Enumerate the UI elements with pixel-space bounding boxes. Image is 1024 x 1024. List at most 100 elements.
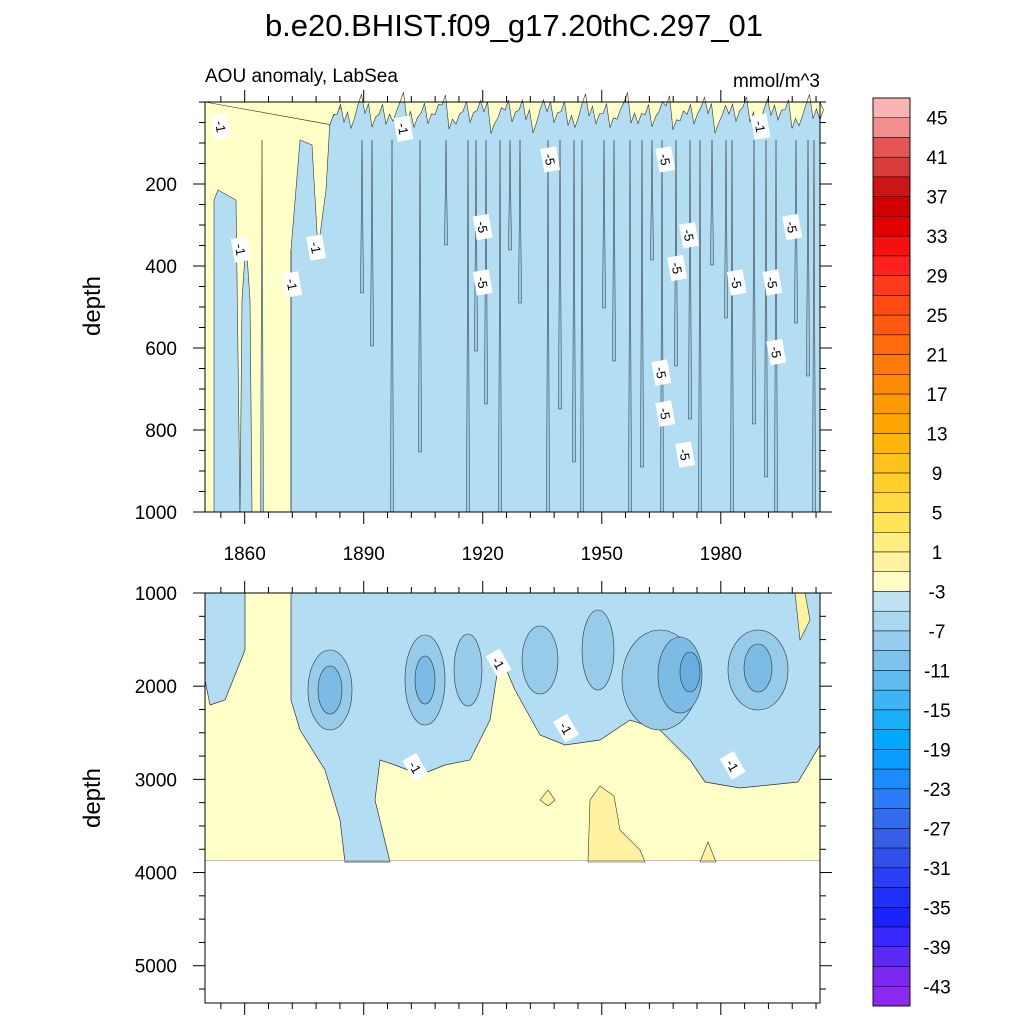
contour-label: -5 bbox=[782, 213, 803, 241]
contour-label: -5 bbox=[472, 269, 493, 296]
colorbar-swatch bbox=[872, 512, 911, 533]
top-contour-streak bbox=[444, 139, 448, 246]
bottom-panel-fill bbox=[204, 592, 821, 863]
svg-text:-5: -5 bbox=[656, 407, 673, 421]
contour-label: -1 bbox=[750, 113, 771, 140]
colorbar-swatch bbox=[872, 689, 911, 711]
y-tick-label: 1000 bbox=[135, 503, 177, 524]
colorbar-swatch bbox=[872, 729, 911, 750]
colorbar-label: 9 bbox=[932, 464, 943, 485]
colorbar-swatch bbox=[872, 749, 911, 770]
colorbar-swatch bbox=[872, 867, 911, 888]
colorbar-swatch bbox=[872, 275, 911, 296]
colorbar-swatch bbox=[872, 670, 911, 691]
colorbar-swatch bbox=[872, 986, 911, 1007]
colorbar-label: -11 bbox=[924, 661, 950, 682]
x-tick-label: 1920 bbox=[462, 544, 504, 565]
colorbar-swatch bbox=[872, 966, 911, 987]
svg-text:-5: -5 bbox=[656, 152, 673, 166]
colorbar-label: 5 bbox=[932, 504, 943, 525]
top-contour-streak bbox=[518, 139, 522, 304]
contour-label: -1 bbox=[210, 113, 231, 140]
y-tick-label: 600 bbox=[145, 339, 177, 360]
colorbar-label: 21 bbox=[926, 346, 947, 367]
chart-title: b.e20.BHIST.f09_g17.20thC.297_01 bbox=[265, 8, 763, 43]
colorbar-swatch bbox=[872, 176, 911, 197]
colorbar-label: 25 bbox=[926, 306, 947, 327]
contour-label: -5 bbox=[655, 146, 676, 173]
contour-label: -5 bbox=[679, 222, 700, 249]
colorbar-swatch bbox=[872, 571, 911, 592]
colorbar: 45 41 37 33 29 25 21 17 13 9 5 1 -3 -7 -11 -15 -19 -23 -27… bbox=[872, 97, 951, 1007]
y-tick-label: 200 bbox=[145, 175, 177, 196]
top-contour-streak bbox=[752, 139, 756, 425]
top-contour-streak bbox=[558, 139, 562, 410]
colorbar-swatch bbox=[872, 610, 911, 632]
colorbar-swatch bbox=[872, 453, 911, 474]
contour-label: -5 bbox=[762, 269, 783, 296]
top-contour-streak bbox=[764, 139, 768, 478]
bottom-panel: -1 -1 -1 -1 1000 2000 3000 4000 5000 depth bbox=[79, 581, 832, 1015]
colorbar-label: -27 bbox=[923, 819, 950, 840]
top-contour-streak bbox=[806, 139, 810, 377]
y-tick-label: 800 bbox=[145, 421, 177, 442]
colorbar-swatch bbox=[872, 472, 911, 494]
colorbar-swatch bbox=[872, 314, 911, 336]
colorbar-swatch bbox=[872, 946, 911, 967]
colorbar-label: -7 bbox=[929, 622, 946, 643]
contour-label: -1 bbox=[230, 236, 251, 263]
contour-label: -5 bbox=[667, 254, 688, 282]
contour-label: -1 bbox=[553, 713, 579, 743]
top-contour-streak bbox=[474, 139, 478, 352]
colorbar-label: 37 bbox=[926, 188, 947, 209]
colorbar-label: 41 bbox=[926, 148, 947, 169]
colorbar-swatch bbox=[872, 532, 911, 553]
top-contour-streak bbox=[650, 139, 654, 261]
bottom-panel-frame bbox=[204, 592, 821, 1004]
y-tick-label: 5000 bbox=[135, 957, 177, 978]
top-ylabel: depth bbox=[79, 276, 106, 336]
colorbar-swatch bbox=[872, 393, 911, 415]
colorbar-label: 33 bbox=[926, 227, 947, 248]
contour-label: -5 bbox=[540, 146, 561, 173]
colorbar-label: -31 bbox=[923, 859, 950, 880]
svg-text:-5: -5 bbox=[764, 275, 781, 289]
colorbar-label: 17 bbox=[926, 385, 947, 406]
svg-text:-5: -5 bbox=[676, 448, 693, 462]
colorbar-label: -15 bbox=[923, 701, 950, 722]
colorbar-swatch bbox=[872, 551, 911, 572]
chart-subtitle-right: mmol/m^3 bbox=[733, 71, 820, 92]
colorbar-swatch bbox=[872, 788, 911, 809]
y-tick-label: 1000 bbox=[135, 584, 177, 605]
top-contour-streak bbox=[724, 139, 728, 319]
colorbar-swatch bbox=[872, 117, 911, 138]
bottom-positive-patch bbox=[587, 785, 646, 863]
y-tick-label: 4000 bbox=[135, 864, 177, 885]
contour-label: -5 bbox=[472, 213, 493, 241]
svg-text:-5: -5 bbox=[668, 261, 685, 275]
bottom-contour-blob bbox=[453, 633, 483, 707]
bottom-positive-patch bbox=[699, 841, 717, 863]
colorbar-label: 29 bbox=[926, 267, 947, 288]
contour-label: -5 bbox=[655, 400, 676, 427]
contour-label: -1 bbox=[282, 271, 303, 298]
svg-text:-1: -1 bbox=[307, 241, 324, 255]
svg-text:-1: -1 bbox=[395, 122, 412, 136]
y-tick-label: 3000 bbox=[135, 770, 177, 791]
bottom-contour-blob bbox=[414, 655, 436, 705]
colorbar-label: -19 bbox=[923, 740, 950, 761]
colorbar-swatch bbox=[872, 196, 911, 217]
contour-label: -1 bbox=[393, 115, 414, 142]
svg-text:-1: -1 bbox=[752, 120, 769, 134]
top-ticks: 1860 1890 1920 1950 1980 200 400 600 800 1000 bbox=[135, 90, 832, 565]
top-panel-fill bbox=[204, 92, 824, 513]
svg-text:-1: -1 bbox=[232, 243, 249, 257]
contour-label: -5 bbox=[726, 269, 747, 296]
colorbar-swatch bbox=[872, 97, 911, 118]
bottom-contour-blob bbox=[317, 665, 343, 715]
svg-text:-1: -1 bbox=[283, 278, 300, 292]
contour-label: -1 bbox=[306, 234, 327, 261]
colorbar-swatch bbox=[872, 630, 911, 651]
colorbar-swatch bbox=[872, 255, 911, 276]
